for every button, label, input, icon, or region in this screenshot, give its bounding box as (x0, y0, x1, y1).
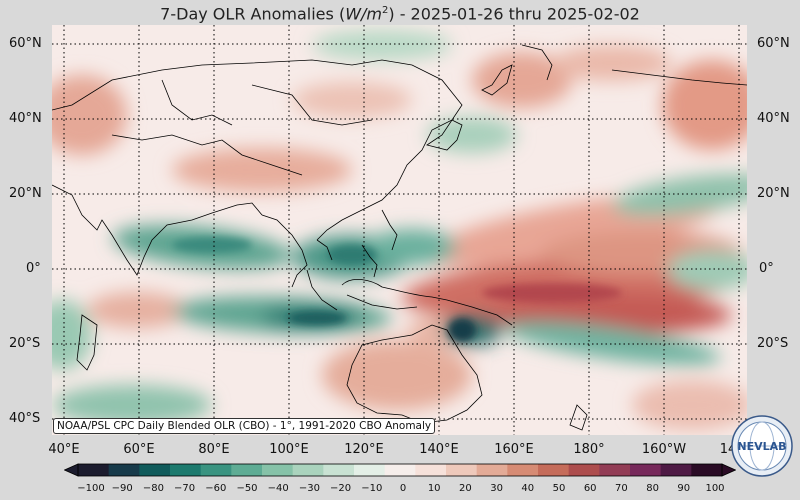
title-unit: W/m (345, 4, 382, 24)
colorbar (64, 463, 736, 477)
colorbar-swatch (415, 464, 447, 476)
colorbar-swatch (200, 464, 232, 476)
anomaly-field (52, 30, 747, 430)
colorbar-swatch (476, 464, 508, 476)
lon-label-180: 180° (573, 442, 605, 457)
colorbar-tick-label: 30 (490, 483, 503, 494)
lon-label-160e: 160°E (494, 442, 534, 457)
colorbar-swatch (323, 464, 355, 476)
colorbar-tick-label: 50 (552, 483, 566, 494)
lat-label-right-40n: 40°N (757, 111, 790, 126)
colorbar-tick-label: −30 (298, 483, 320, 494)
colorbar-tick-label: −50 (236, 483, 258, 494)
lat-label-left-60n: 60°N (9, 36, 42, 51)
colorbar-swatch (292, 464, 324, 476)
lat-label-right-20s: 20°S (757, 336, 789, 351)
map-title: 7-Day OLR Anomalies (W/m2) - 2025-01-26 … (160, 4, 640, 24)
lat-label-left-eq: 0° (26, 261, 41, 276)
colorbar-swatch (384, 464, 416, 476)
colorbar-tick-label: −10 (361, 483, 383, 494)
colorbar-swatch (691, 464, 723, 476)
colorbar-swatch (231, 464, 263, 476)
colorbar-tick-label: −90 (111, 483, 133, 494)
colorbar-swatch (78, 464, 110, 476)
colorbar-tick-label: 20 (459, 483, 472, 494)
coastlines (52, 44, 747, 431)
colorbar-swatch (568, 464, 600, 476)
lon-label-40e: 40°E (48, 442, 80, 457)
colorbar-tick-label: −70 (174, 483, 196, 494)
colorbar-swatch (507, 464, 539, 476)
lat-label-left-20n: 20°N (9, 186, 42, 201)
colorbar-tick-label: 100 (705, 483, 725, 494)
lon-label-140e: 140°E (419, 442, 459, 457)
colorbar-tick-label: 10 (427, 483, 441, 494)
colorbar-tick-label: 80 (646, 483, 659, 494)
colorbar-tick-label: 60 (583, 483, 597, 494)
colorbar-tick-label: 90 (677, 483, 691, 494)
anomaly-cores (172, 237, 622, 342)
colorbar-swatch (354, 464, 386, 476)
colorbar-swatch (139, 464, 171, 476)
colorbar-swatch (630, 464, 662, 476)
lat-label-left-40s: 40°S (9, 411, 41, 426)
colorbar-swatch (170, 464, 202, 476)
colorbar-min-extend (64, 463, 79, 477)
colorbar-tick-label: −20 (330, 483, 352, 494)
colorbar-tick-label: −80 (142, 483, 164, 494)
lon-label-120e: 120°E (344, 442, 384, 457)
lat-label-left-20s: 20°S (9, 336, 41, 351)
lat-label-right-60n: 60°N (757, 36, 790, 51)
olr-anomaly-map (52, 25, 747, 435)
colorbar-swatch (446, 464, 478, 476)
colorbar-tick-label: −60 (205, 483, 227, 494)
colorbar-tick-label: 70 (615, 483, 628, 494)
lat-label-left-40n: 40°N (9, 111, 42, 126)
colorbar-swatch (660, 464, 692, 476)
colorbar-swatch (108, 464, 140, 476)
map-field (52, 25, 747, 435)
title-unit-exponent: 2 (381, 5, 389, 16)
globe-logo-icon: NEVLAB (731, 415, 793, 477)
colorbar-swatch (262, 464, 294, 476)
colorbar-tick-label: 0 (399, 483, 407, 494)
lon-label-100e: 100°E (269, 442, 309, 457)
attribution-box: NOAA/PSL CPC Daily Blended OLR (CBO) - 1… (53, 418, 436, 434)
logo-text: NEVLAB (737, 440, 786, 453)
colorbar-tick-label: −100 (77, 483, 105, 494)
colorbar-swatch (599, 464, 631, 476)
colorbar-swatch (538, 464, 570, 476)
lon-label-60e: 60°E (123, 442, 155, 457)
lat-label-right-eq: 0° (759, 261, 774, 276)
colorbar-tick-label: 40 (521, 483, 535, 494)
lat-label-right-20n: 20°N (757, 186, 790, 201)
colorbar-tick-label: −40 (267, 483, 289, 494)
lon-label-160w: 160°W (641, 442, 687, 457)
lon-label-80e: 80°E (198, 442, 230, 457)
